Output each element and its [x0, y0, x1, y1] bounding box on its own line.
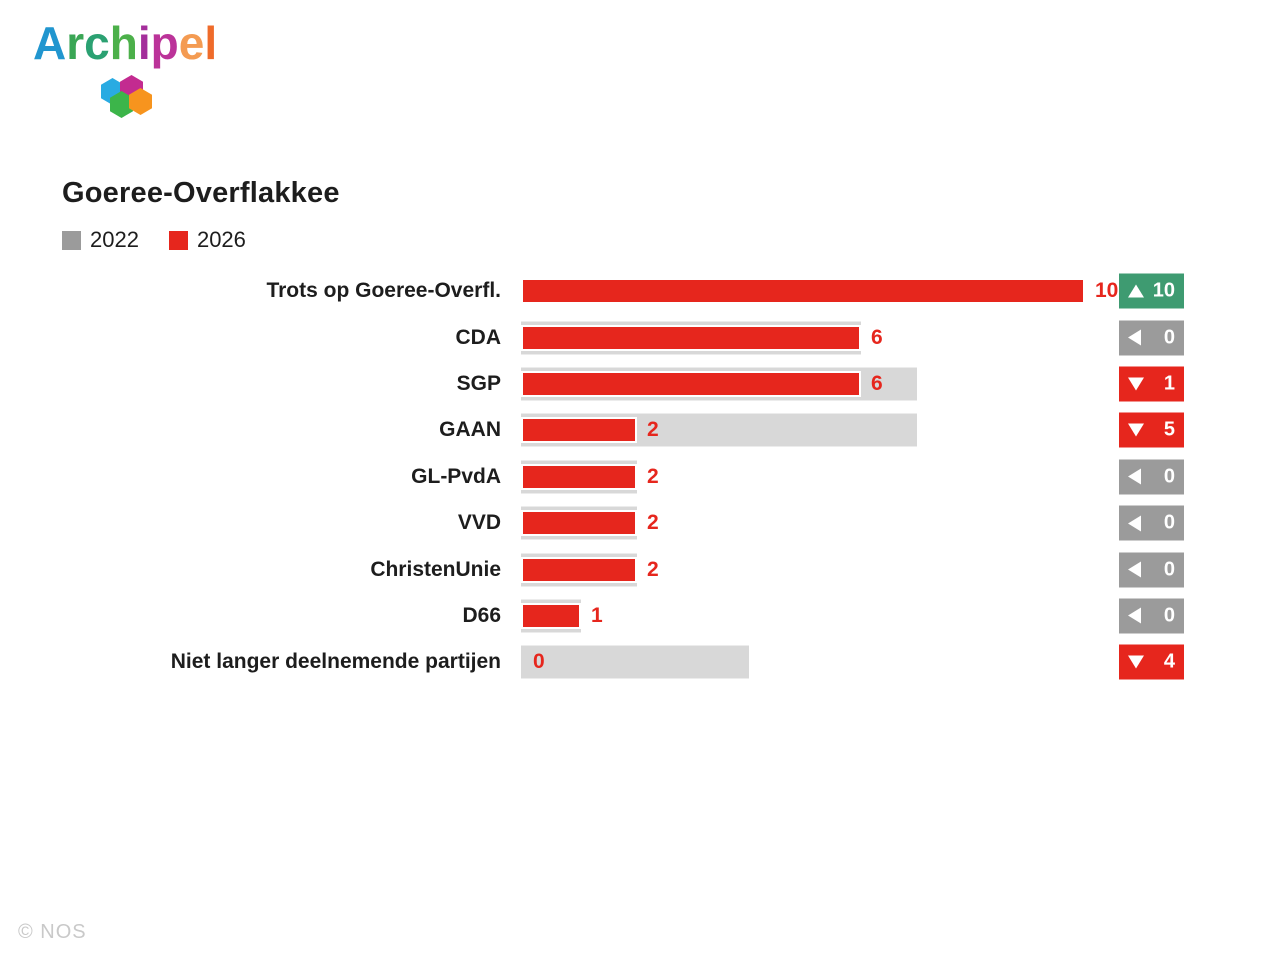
bar-2026: [523, 604, 579, 627]
chart-row: SGP 6 1: [0, 361, 1280, 407]
change-badge: 0: [1119, 505, 1184, 541]
seat-value-2026: 0: [533, 650, 545, 674]
party-label: GL-PvdA: [411, 464, 501, 488]
chart-row: Niet langer deelnemende partijen 0 4: [0, 639, 1280, 685]
legend-item-2022: 2022: [62, 227, 139, 253]
legend-label: 2026: [196, 227, 246, 252]
change-value: 4: [1163, 650, 1175, 673]
arrow-down-icon: [1128, 655, 1144, 669]
bar-2026: [523, 280, 1083, 303]
arrow-up-icon: [1128, 284, 1144, 298]
seat-value-2026: 6: [871, 325, 883, 349]
party-label: ChristenUnie: [370, 557, 501, 581]
seat-value-2026: 10: [1095, 279, 1119, 303]
change-badge: 5: [1119, 412, 1184, 448]
chart: Trots op Goeree-Overfl. 10 10 CDA 6 0 SGP 6 1 GAA…: [0, 268, 1280, 686]
chart-row: GAAN 2 5: [0, 407, 1280, 453]
chart-row: D66 1 0: [0, 593, 1280, 639]
seat-value-2026: 2: [647, 418, 659, 442]
chart-row: CDA 6 0: [0, 314, 1280, 360]
chart-legend: 2022 2026: [62, 227, 246, 253]
logo-letter: e: [178, 17, 205, 69]
change-badge: 0: [1119, 552, 1184, 588]
arrow-left-icon: [1128, 468, 1141, 485]
change-value: 5: [1163, 418, 1175, 441]
bar-2026: [523, 558, 635, 581]
change-badge: 1: [1119, 366, 1184, 402]
seat-value-2026: 2: [647, 557, 659, 581]
page-title: Goeree-Overflakkee: [62, 177, 340, 209]
logo-letter: A: [33, 17, 67, 69]
bar-2022: [521, 645, 749, 679]
party-label: VVD: [457, 511, 501, 535]
party-label: Trots op Goeree-Overfl.: [266, 279, 501, 303]
logo-letter: p: [150, 17, 179, 69]
party-label: SGP: [456, 371, 501, 395]
legend-label: 2022: [90, 227, 139, 252]
party-label: CDA: [455, 325, 502, 349]
change-value: 0: [1163, 465, 1175, 488]
archipel-logo-text: Archipel: [33, 16, 217, 70]
chart-row: GL-PvdA 2 0: [0, 454, 1280, 500]
arrow-left-icon: [1128, 329, 1141, 346]
archipel-logo: Archipel: [0, 0, 260, 130]
hex-green-icon: [110, 91, 133, 118]
legend-swatch-icon: [62, 230, 81, 250]
arrow-down-icon: [1128, 377, 1144, 391]
logo-letter: h: [109, 17, 138, 69]
seat-value-2026: 2: [647, 511, 659, 535]
arrow-left-icon: [1128, 607, 1141, 624]
bar-2026: [523, 372, 859, 395]
legend-item-2026: 2026: [168, 227, 246, 253]
change-value: 1: [1163, 372, 1175, 395]
seat-value-2026: 6: [871, 371, 883, 395]
bar-2026: [523, 512, 635, 535]
change-badge: 10: [1119, 273, 1184, 309]
hex-orange-icon: [129, 88, 152, 115]
change-badge: 0: [1119, 320, 1184, 356]
arrow-down-icon: [1128, 423, 1144, 437]
logo-letter: i: [137, 17, 151, 69]
change-badge: 0: [1119, 459, 1184, 495]
arrow-left-icon: [1128, 561, 1141, 578]
change-value: 10: [1152, 279, 1175, 302]
logo-letter: c: [84, 17, 110, 69]
logo-letter: l: [204, 17, 218, 69]
chart-row: Trots op Goeree-Overfl. 10 10: [0, 268, 1280, 314]
bar-2026: [523, 419, 635, 442]
chart-row: VVD 2 0: [0, 500, 1280, 546]
party-label: D66: [462, 603, 501, 627]
change-value: 0: [1163, 511, 1175, 534]
seat-value-2026: 1: [591, 603, 603, 627]
change-badge: 4: [1119, 644, 1184, 680]
legend-swatch-icon: [168, 230, 188, 250]
change-value: 0: [1163, 326, 1175, 349]
change-value: 0: [1163, 604, 1175, 627]
chart-row: ChristenUnie 2 0: [0, 546, 1280, 592]
party-label: GAAN: [439, 418, 501, 442]
change-value: 0: [1163, 558, 1175, 581]
bar-2026: [523, 465, 635, 488]
change-badge: 0: [1119, 598, 1184, 634]
copyright-credit: © NOS: [18, 921, 87, 943]
seat-value-2026: 2: [647, 464, 659, 488]
logo-letter: r: [66, 17, 85, 69]
arrow-left-icon: [1128, 515, 1141, 532]
bar-2026: [523, 326, 859, 349]
party-label: Niet langer deelnemende partijen: [170, 650, 501, 674]
